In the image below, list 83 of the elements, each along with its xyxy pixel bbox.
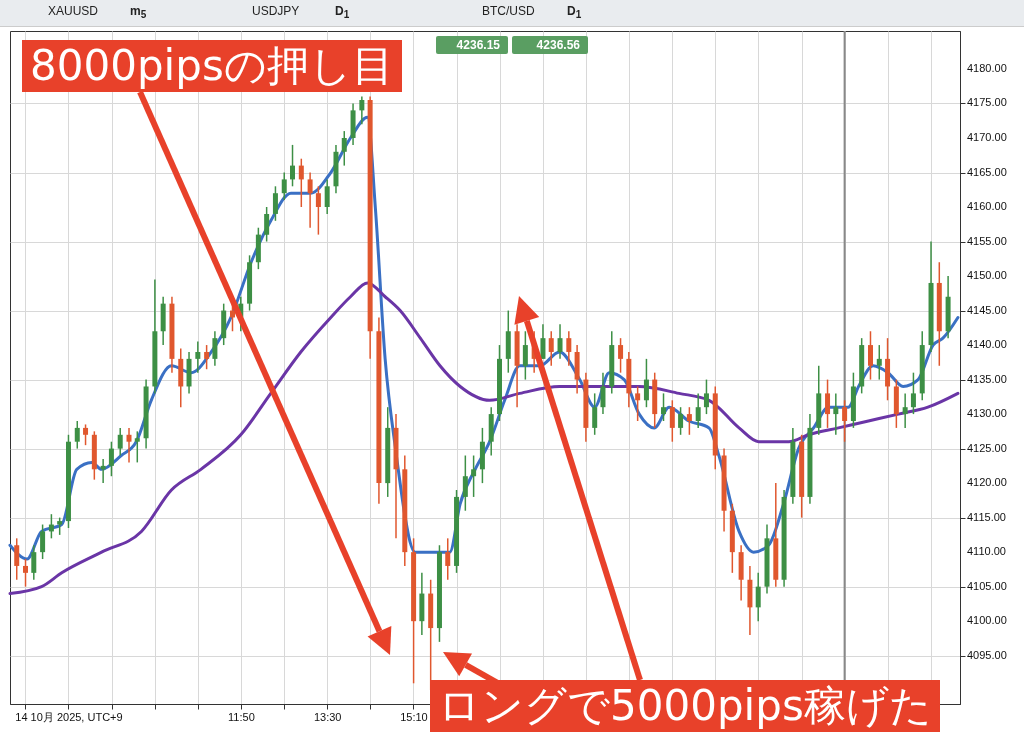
candlestick xyxy=(695,392,701,429)
candlestick xyxy=(74,420,80,450)
candlestick xyxy=(867,330,873,381)
candlestick xyxy=(842,399,848,443)
y-tick-label: 4180.00 xyxy=(967,61,1007,74)
x-tick-label: 15:10 xyxy=(400,710,428,723)
candlestick xyxy=(643,358,649,408)
candlestick xyxy=(117,427,123,457)
y-tick-label: 4165.00 xyxy=(967,165,1007,178)
candlestick xyxy=(307,171,313,229)
y-tick-label: 4160.00 xyxy=(967,200,1007,213)
y-tick-label: 4095.00 xyxy=(967,648,1007,661)
y-tick-label: 4105.00 xyxy=(967,579,1007,592)
y-tick-label: 4170.00 xyxy=(967,130,1007,143)
text: XAUUSD xyxy=(48,4,99,18)
annotation: 4236.15 xyxy=(436,36,508,54)
y-tick-label: 4115.00 xyxy=(967,510,1006,523)
y-tick-label: 4130.00 xyxy=(967,407,1007,420)
candlestick xyxy=(825,378,831,429)
candlestick xyxy=(212,330,218,367)
y-tick-label: 4120.00 xyxy=(967,476,1007,489)
candlestick xyxy=(445,537,451,581)
candlestick xyxy=(324,178,330,215)
text: USDJPY xyxy=(252,4,300,18)
y-tick-label: 4110.00 xyxy=(967,545,1006,558)
candlestick xyxy=(635,385,641,422)
text: m$_{5}$ xyxy=(130,4,147,21)
candlestick xyxy=(592,392,598,436)
candlestick xyxy=(902,392,908,429)
candlestick xyxy=(618,337,624,374)
candlestick xyxy=(14,537,20,581)
candlestick xyxy=(264,206,270,243)
candlestick xyxy=(910,371,916,415)
candlestick xyxy=(471,454,477,498)
annotation: 4236.56 xyxy=(512,36,588,54)
candlestick xyxy=(661,392,667,422)
candlestick xyxy=(134,430,140,464)
text: D$_{1}$ xyxy=(567,4,582,21)
candlestick xyxy=(566,330,572,367)
candlestick xyxy=(359,95,365,125)
candlestick xyxy=(522,330,528,381)
candlestick xyxy=(40,523,46,560)
candlestick xyxy=(833,392,839,436)
candlestick xyxy=(557,323,563,360)
candlestick xyxy=(600,371,606,415)
candlestick xyxy=(272,185,278,222)
candlestick xyxy=(876,344,882,381)
line-series xyxy=(8,281,960,596)
candlestick xyxy=(108,440,114,477)
candlestick xyxy=(126,427,132,464)
candlestick xyxy=(669,399,675,443)
y-tick-label: 4135.00 xyxy=(967,372,1007,385)
candlestick xyxy=(281,171,287,201)
candlestick xyxy=(290,144,296,188)
x-tick-label: 11:50 xyxy=(228,710,255,723)
y-tick-label: 4175.00 xyxy=(967,96,1007,109)
candlestick xyxy=(83,423,89,446)
candlestick xyxy=(204,344,210,370)
candlestick xyxy=(540,323,546,360)
annotation: ロングで5000pips稼げた xyxy=(430,680,940,732)
y-tick-label: 4155.00 xyxy=(967,234,1007,247)
text: BTC/USD xyxy=(482,4,535,18)
candlestick xyxy=(703,378,709,415)
candlestick xyxy=(31,544,37,581)
candlestick xyxy=(315,185,321,236)
candlestick xyxy=(23,558,29,588)
y-tick-label: 4150.00 xyxy=(967,269,1007,282)
y-tick-label: 4125.00 xyxy=(967,441,1007,454)
candlestick xyxy=(195,340,201,374)
candlestick xyxy=(462,454,468,512)
x-tick-label: 13:30 xyxy=(313,710,342,723)
x-tick-label: 14 10月 2025, UTC+9 xyxy=(15,710,123,723)
candlestick xyxy=(686,406,692,436)
candlestick xyxy=(548,330,554,367)
y-tick-label: 4145.00 xyxy=(967,303,1007,316)
annotation: 8000pipsの押し目 xyxy=(22,40,402,92)
candlestick xyxy=(678,406,684,436)
text: D$_{1}$ xyxy=(335,4,350,21)
y-tick-label: 4140.00 xyxy=(967,338,1007,351)
candlestick xyxy=(341,130,347,167)
y-tick-label: 4100.00 xyxy=(967,614,1007,627)
candlestick xyxy=(755,572,761,622)
candlestick xyxy=(298,157,304,208)
